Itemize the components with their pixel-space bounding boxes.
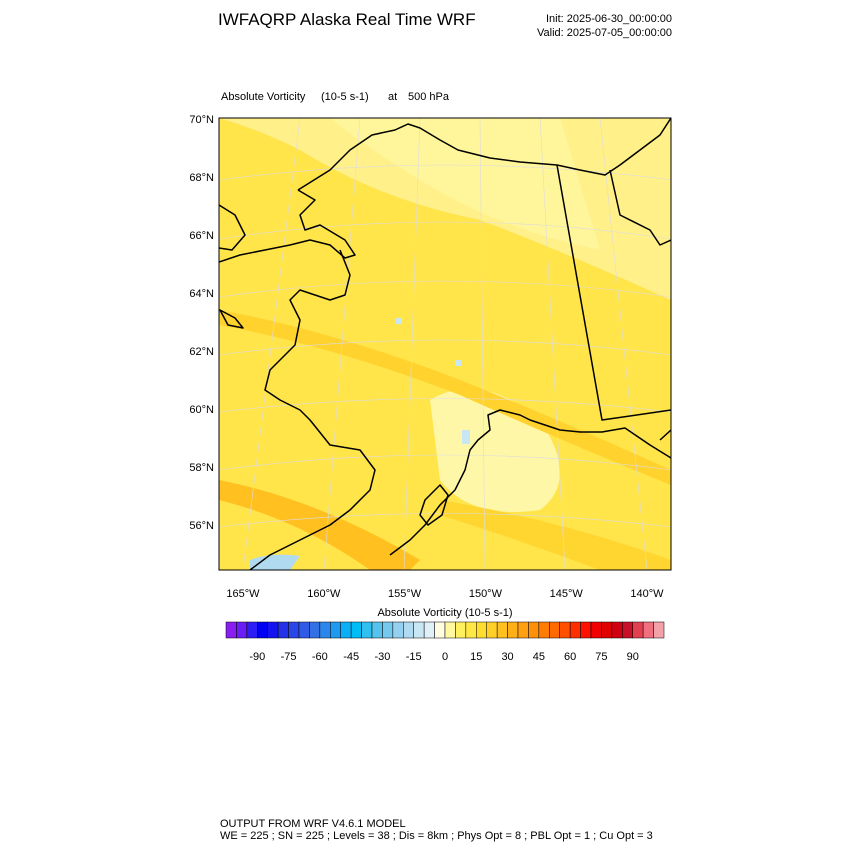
lat-label: 68°N (189, 172, 214, 184)
footer-line: WE = 225 ; SN = 225 ; Levels = 38 ; Dis … (220, 830, 653, 842)
colorbar-box (590, 621, 602, 639)
lat-label: 64°N (189, 288, 214, 300)
graticule (219, 118, 671, 570)
colorbar-box (476, 621, 487, 639)
valid-time: Valid: 2025-07-05_00:00:00 (537, 27, 672, 39)
field-band (219, 310, 671, 485)
colorbar-box (298, 621, 310, 639)
lon-label: 165°W (226, 588, 260, 600)
colorbar-tick-label: -45 (343, 651, 359, 663)
colorbar-tick-label: -60 (312, 651, 328, 663)
colorbar-box (392, 621, 404, 639)
colorbar-box (309, 621, 321, 639)
colorbar-box (277, 621, 289, 639)
field-area (250, 554, 300, 570)
colorbar-box (434, 621, 446, 639)
lat-label: 66°N (189, 230, 214, 242)
lon-label: 145°W (550, 588, 584, 600)
colorbar-tick-label: -30 (374, 651, 390, 663)
lat-label: 62°N (189, 346, 214, 358)
field-area (396, 318, 470, 444)
colorbar-box (455, 621, 467, 639)
colorbar-tick-label: 75 (595, 651, 607, 663)
colorbar-box (257, 621, 268, 639)
colorbar-tick-label: 60 (564, 651, 576, 663)
colorbar-box (601, 621, 613, 639)
coastlines (219, 118, 671, 570)
colorbar-box (549, 621, 560, 639)
lon-label: 155°W (388, 588, 422, 600)
colorbar-box (382, 621, 394, 639)
colorbar-box (288, 621, 300, 639)
colorbar-box (267, 621, 279, 639)
init-time: Init: 2025-06-30_00:00:00 (546, 13, 672, 25)
colorbar-box (403, 621, 414, 639)
colorbar-box (361, 621, 373, 639)
colorbar-title: Absolute Vorticity (10-5 s-1) (377, 607, 512, 619)
colorbar-box (611, 621, 623, 639)
lat-label: 60°N (189, 404, 214, 416)
colorbar-box (236, 621, 248, 639)
lon-label: 140°W (630, 588, 664, 600)
colorbar-tick-label: -90 (249, 651, 265, 663)
field-band (219, 480, 420, 570)
colorbar-tick-label: -75 (281, 651, 297, 663)
colorbar-box (225, 621, 237, 639)
field-fill (219, 118, 671, 570)
colorbar-box (486, 621, 498, 639)
colorbar-box (569, 621, 581, 639)
colorbar-box (444, 621, 456, 639)
colorbar-tick-label: 90 (627, 651, 639, 663)
field-band (440, 500, 671, 570)
colorbar-tick-label: 30 (501, 651, 513, 663)
colorbar-box (507, 621, 519, 639)
lon-label: 150°W (469, 588, 503, 600)
map (218, 117, 672, 571)
colorbar-box (559, 621, 571, 639)
colorbar-tick-label: 0 (442, 651, 448, 663)
field-area (330, 118, 600, 250)
colorbar-box (580, 621, 592, 639)
colorbar-box (319, 621, 331, 639)
level: 500 hPa (408, 91, 450, 103)
colorbar-box (632, 621, 644, 639)
colorbar-box (423, 621, 435, 639)
colorbar-box (340, 621, 352, 639)
colorbar-box (496, 621, 508, 639)
footer-line: OUTPUT FROM WRF V4.6.1 MODEL (220, 818, 406, 830)
colorbar-box (330, 621, 341, 639)
colorbar-box (642, 621, 654, 639)
colorbar-box (465, 621, 477, 639)
field-name: Absolute Vorticity (221, 91, 306, 103)
lat-label: 58°N (189, 462, 214, 474)
colorbar-box (653, 621, 665, 639)
field-units: (10-5 s-1) (321, 91, 369, 103)
lat-label: 70°N (189, 114, 214, 126)
lat-label: 56°N (189, 520, 214, 532)
map-frame (218, 117, 672, 571)
colorbar-box (371, 621, 383, 639)
colorbar-box (528, 621, 540, 639)
title: IWFAQRP Alaska Real Time WRF (218, 10, 476, 29)
colorbar-box (622, 621, 633, 639)
colorbar-box (538, 621, 550, 639)
colorbar-box (350, 621, 362, 639)
colorbar-box (413, 621, 425, 639)
colorbar-tick-label: 45 (533, 651, 545, 663)
colorbar-tick-label: -15 (406, 651, 422, 663)
colorbar-box (246, 621, 258, 639)
colorbar-tick-label: 15 (470, 651, 482, 663)
lon-label: 160°W (307, 588, 341, 600)
level-prefix: at (388, 91, 397, 103)
colorbar-box (517, 621, 529, 639)
